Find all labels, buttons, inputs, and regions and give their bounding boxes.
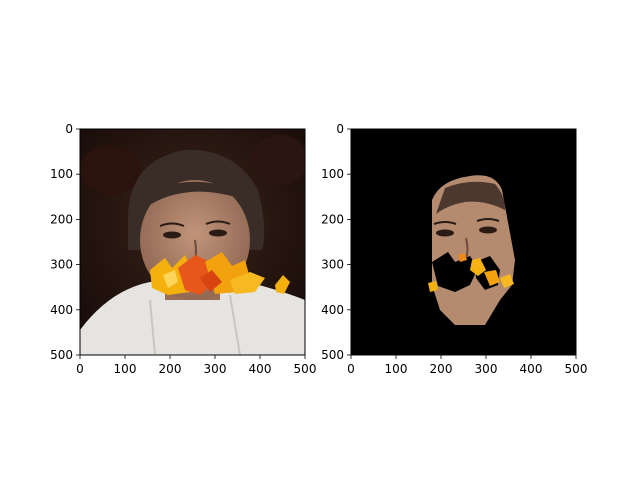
x-tick-label: 100: [114, 362, 137, 376]
x-tick-label: 200: [430, 362, 453, 376]
y-tick-label: 100: [50, 167, 73, 181]
y-tick-label: 400: [50, 303, 73, 317]
y-tick-label: 200: [50, 212, 73, 226]
autumn-leaves-overlay: [150, 252, 290, 295]
y-tick-label: 200: [321, 212, 344, 226]
y-tick-label: 500: [50, 348, 73, 362]
y-tick-label: 300: [321, 258, 344, 272]
panel-face-mask: [350, 128, 577, 356]
mask-image: [351, 129, 576, 355]
x-tick-label: 200: [159, 362, 182, 376]
x-tick-label: 300: [204, 362, 227, 376]
y-tick-label: 400: [321, 303, 344, 317]
y-tick-label: 300: [50, 258, 73, 272]
x-tick-label: 500: [294, 362, 317, 376]
x-tick-label: 300: [475, 362, 498, 376]
x-tick-label: 0: [76, 362, 84, 376]
x-tick-label: 400: [520, 362, 543, 376]
y-tick-label: 0: [65, 122, 73, 136]
photo-image: [80, 129, 305, 355]
y-tick-label: 100: [321, 167, 344, 181]
x-tick-label: 100: [385, 362, 408, 376]
y-tick-label: 500: [321, 348, 344, 362]
x-tick-label: 0: [347, 362, 355, 376]
x-tick-label: 400: [249, 362, 272, 376]
panel-original-photo: [79, 128, 306, 356]
y-tick-label: 0: [336, 122, 344, 136]
x-tick-label: 500: [565, 362, 588, 376]
